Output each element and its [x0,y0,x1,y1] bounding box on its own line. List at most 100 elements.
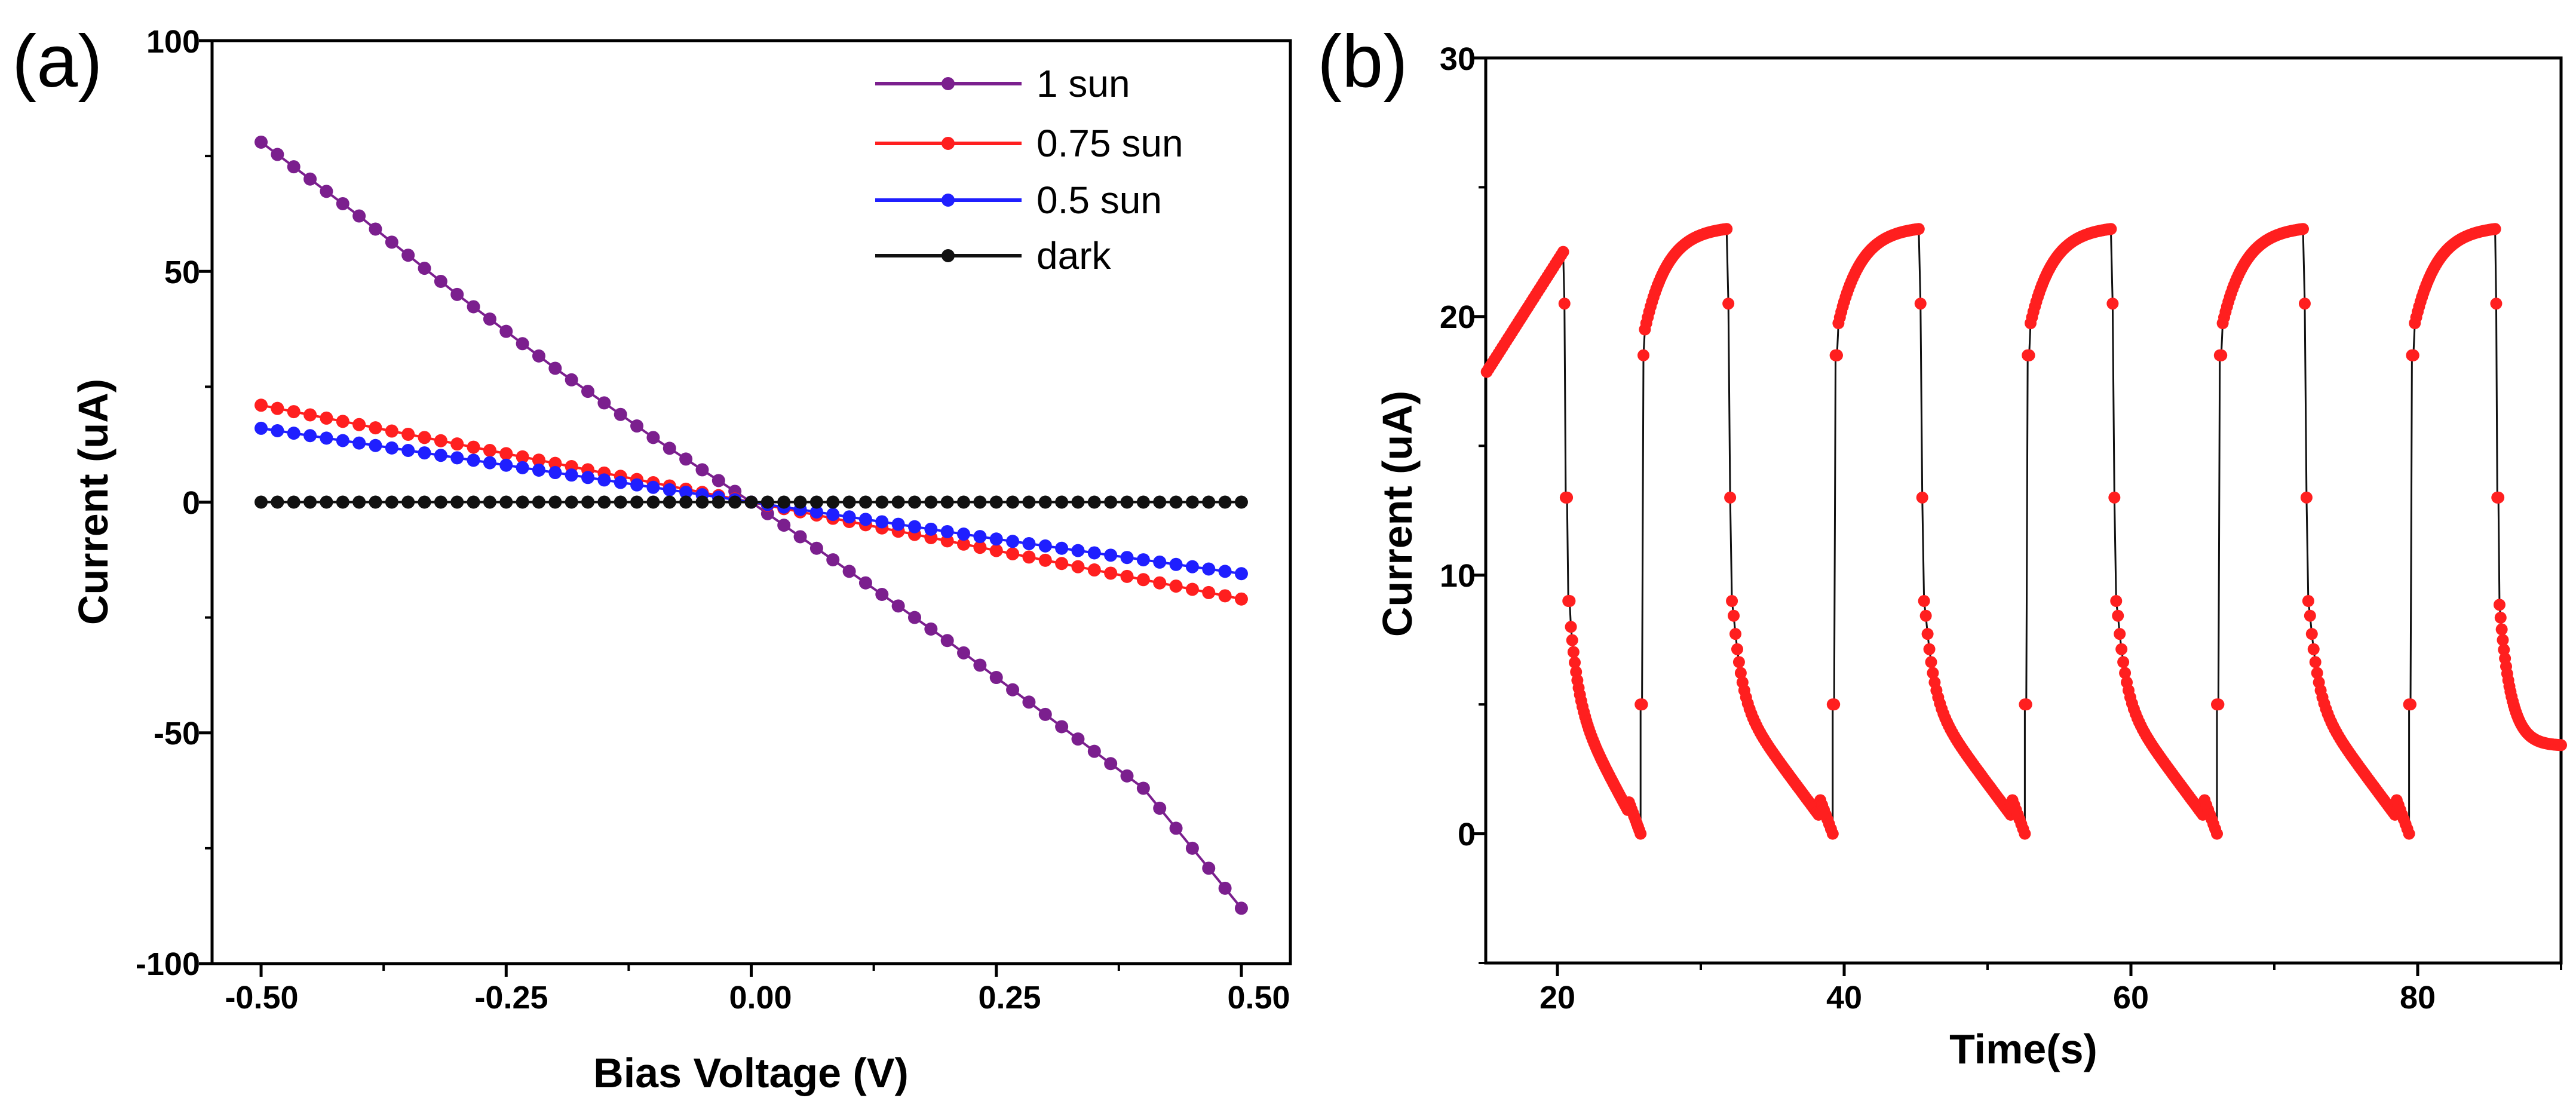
data-point-dark [728,495,742,509]
data-point-0-5-sun [924,522,938,536]
data-point-1-sun [1234,901,1248,915]
data-point-0-75-sun [1006,547,1020,561]
panel-b: (b) 20 40 60 80 0 10 20 30 Time(s) Curre… [1317,20,2567,1072]
data-point-0-5-sun [287,427,300,440]
data-point-dark [565,495,578,509]
data-point-0-75-sun [1104,566,1118,580]
data-point-photocurrent [2495,623,2508,636]
data-point-photocurrent [1637,349,1649,361]
data-point-0-5-sun [826,508,840,522]
panel-a-ytick-label: -100 [136,946,200,982]
data-point-1-sun [695,463,709,477]
data-point-0-5-sun [858,513,872,526]
data-point-0-5-sun [516,461,529,474]
panel-b-ytick-label: 20 [1440,299,1476,335]
data-point-0-75-sun [401,427,415,441]
data-point-dark [303,495,317,509]
data-point-0-75-sun [1071,560,1085,574]
panel-b-ytick-label: 0 [1458,817,1476,852]
data-point-dark [630,495,644,509]
data-point-1-sun [712,474,725,487]
data-point-1-sun [1104,757,1118,771]
data-point-1-sun [581,385,595,398]
series-photocurrent [1480,223,2567,840]
data-point-1-sun [842,565,856,578]
data-point-photocurrent [1636,698,1648,711]
data-point-dark [287,495,300,509]
data-point-0-75-sun [532,453,545,467]
data-point-0-5-sun [940,525,954,538]
series-1-sun [254,135,1248,915]
data-point-dark [793,495,807,509]
data-point-photocurrent [2489,223,2501,235]
panel-a-x-ticks [259,964,1243,977]
data-point-1-sun [1038,707,1052,721]
data-point-1-sun [1202,861,1216,875]
data-point-0-5-sun [1234,567,1248,581]
data-point-dark [401,495,415,509]
data-point-photocurrent [2307,643,2320,655]
data-point-dark [940,495,954,509]
data-point-1-sun [1071,732,1085,746]
data-point-dark [712,495,725,509]
data-point-1-sun [254,135,268,149]
data-point-dark [891,495,905,509]
data-point-1-sun [1022,695,1036,709]
data-point-dark [450,495,464,509]
data-point-1-sun [434,274,447,288]
data-point-dark [483,495,496,509]
data-point-photocurrent [2023,349,2035,361]
data-point-0-5-sun [1006,535,1020,548]
data-point-1-sun [614,407,627,421]
data-point-0-75-sun [1087,563,1101,577]
data-point-photocurrent [1732,656,1745,668]
data-point-photocurrent [2498,643,2510,656]
data-point-1-sun [630,419,644,433]
data-point-dark [1185,495,1199,509]
panel-b-series-group [1480,223,2567,840]
data-point-dark [352,495,366,509]
data-point-1-sun [777,519,791,532]
data-point-1-sun [940,634,954,648]
data-point-photocurrent [2020,698,2032,711]
panel-a-xtick-label: -0.50 [225,980,298,1016]
data-point-0-5-sun [352,436,366,450]
panel-b-x-ticks [1556,963,2562,976]
data-point-0-5-sun [597,473,611,487]
data-point-photocurrent [2555,739,2567,752]
panel-b-plot-frame [1484,56,2563,965]
data-point-0-75-sun [385,424,398,438]
data-point-dark [1104,495,1118,509]
data-point-1-sun [467,300,480,314]
data-point-photocurrent [2108,491,2121,504]
legend-marker-dark [942,249,955,262]
panel-a-y-axis-title: Current (uA) [70,379,116,625]
data-point-0-5-sun [271,424,284,438]
data-point-0-75-sun [1153,576,1167,590]
panel-b-y-axis-title: Current (uA) [1374,391,1421,637]
data-point-0-5-sun [1153,555,1167,569]
data-point-1-sun [532,349,545,363]
data-point-dark [434,495,447,509]
panel-a: (a) -0.50 -0.25 0.00 0.25 0.50 -100 -50 … [12,20,1292,1096]
data-point-0-5-sun [630,478,644,492]
data-point-1-sun [597,396,611,410]
data-point-0-5-sun [1185,560,1199,574]
data-point-1-sun [1087,744,1101,758]
data-point-0-5-sun [1055,541,1069,555]
data-point-0-5-sun [369,438,382,452]
data-point-1-sun [1136,781,1150,795]
data-point-1-sun [320,185,333,198]
data-point-photocurrent [1831,349,1843,361]
data-point-0-5-sun [646,480,660,494]
data-point-dark [1218,495,1232,509]
data-point-0-5-sun [842,510,856,524]
data-point-dark [1022,495,1036,509]
data-point-photocurrent [2300,491,2313,504]
data-point-photocurrent [1565,621,1577,633]
data-point-dark [989,495,1003,509]
panel-a-ytick-label: 100 [146,24,200,60]
data-point-0-75-sun [287,405,300,419]
data-point-0-5-sun [973,530,987,544]
data-point-0-75-sun [989,544,1003,557]
